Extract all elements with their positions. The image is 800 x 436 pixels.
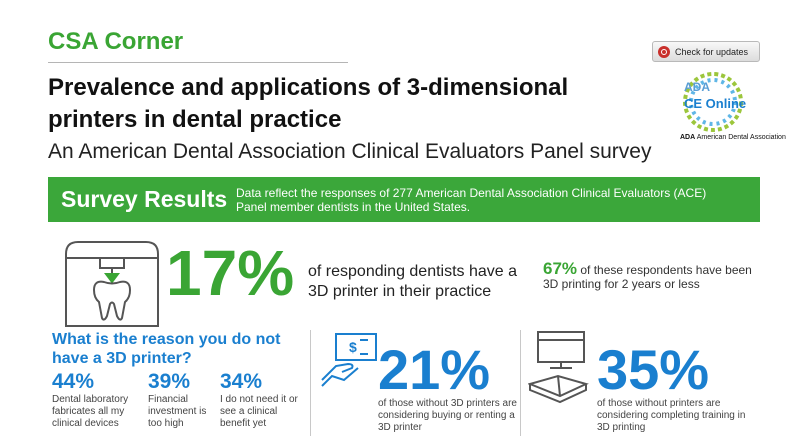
check-updates-button[interactable]: Check for updates xyxy=(652,41,760,62)
stat-21-text: of those without 3D printers are conside… xyxy=(378,398,517,433)
section-divider xyxy=(48,62,348,63)
reason-desc: Dental laboratory fabricates all my clin… xyxy=(52,394,129,429)
money-card-icon: $ xyxy=(321,333,377,387)
stat-17-value: 17% xyxy=(166,237,295,309)
ada-caption-name: American Dental Association xyxy=(696,134,786,141)
reason-item: 44% Dental laboratory fabricates all my … xyxy=(52,371,144,430)
stat-17-text: of responding dentists have a 3D printer… xyxy=(308,263,518,300)
ada-logo-text: ADA xyxy=(684,80,710,94)
svg-text:$: $ xyxy=(349,339,357,355)
reason-pct: 44% xyxy=(52,370,95,393)
stat-35-text: of those without printers are considerin… xyxy=(597,398,746,433)
ada-caption-abbr: ADA xyxy=(680,134,696,141)
stat-35-value: 35% xyxy=(597,338,710,401)
survey-banner: Survey Results Data reflect the response… xyxy=(48,177,760,222)
stat-21-value: 21% xyxy=(378,338,491,401)
page-title: Prevalence and applications of 3-dimensi… xyxy=(48,74,569,133)
refresh-icon xyxy=(658,45,670,58)
reason-pct: 39% xyxy=(148,370,191,393)
reason-pct: 34% xyxy=(220,370,263,393)
banner-text: Data reflect the responses of 277 Americ… xyxy=(236,185,707,214)
check-updates-label: Check for updates xyxy=(675,46,749,57)
column-divider xyxy=(520,330,521,436)
reason-item: 39% Financial investment is too high xyxy=(148,371,216,430)
reason-desc: I do not need it or see a clinical benef… xyxy=(220,394,298,429)
reason-question: What is the reason you do not have a 3D … xyxy=(52,331,281,367)
stat-67-text: of these respondents have been 3D printi… xyxy=(543,263,752,291)
reason-desc: Financial investment is too high xyxy=(148,394,207,429)
page-subtitle: An American Dental Association Clinical … xyxy=(48,140,652,163)
3d-printer-tooth-icon xyxy=(65,241,159,327)
ada-logo xyxy=(683,72,743,132)
reason-item: 34% I do not need it or see a clinical b… xyxy=(220,371,298,430)
stat-67: 67% of these respondents have been 3D pr… xyxy=(543,259,763,291)
computer-book-icon xyxy=(528,331,589,404)
column-divider xyxy=(310,330,311,436)
stat-67-value: 67% xyxy=(543,259,578,278)
banner-title: Survey Results xyxy=(61,186,228,212)
ada-caption: ADA American Dental Association xyxy=(680,134,786,141)
section-label: CSA Corner xyxy=(48,28,184,55)
ada-logo-subtext: CE Online xyxy=(684,96,747,111)
